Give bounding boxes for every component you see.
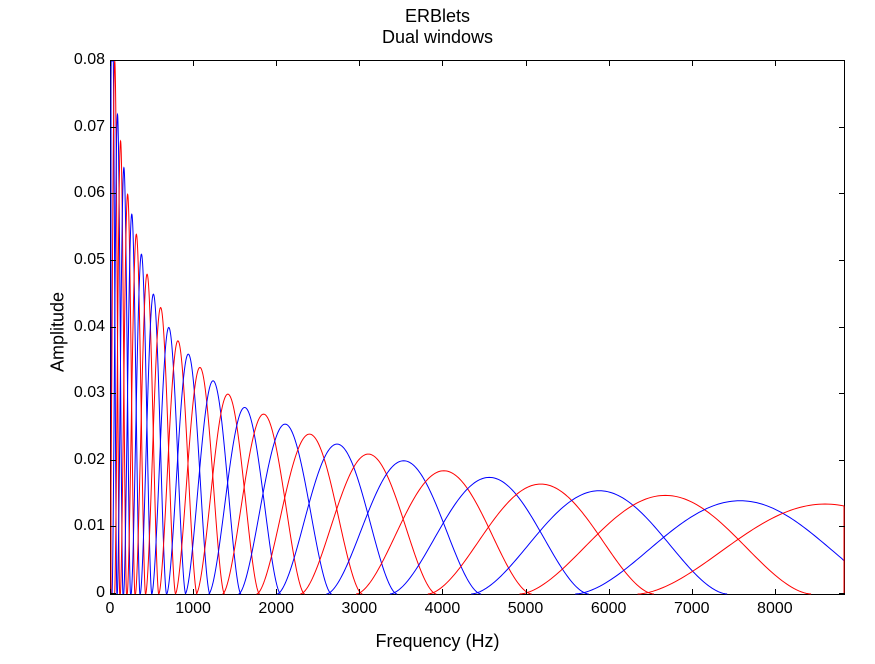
filter-curve (428, 484, 654, 594)
y-tick-label: 0.02 (45, 451, 105, 469)
y-tick-mark (110, 460, 116, 461)
x-tick-mark (609, 589, 610, 595)
y-tick-mark (839, 327, 845, 328)
filter-curve (300, 454, 436, 594)
filter-curve (575, 501, 844, 594)
y-tick-mark (110, 127, 116, 128)
y-tick-mark (839, 393, 845, 394)
x-tick-mark (526, 589, 527, 595)
chart-title-line2: Dual windows (0, 27, 875, 48)
y-tick-mark (839, 526, 845, 527)
filter-curve (326, 461, 481, 594)
x-tick-mark (775, 589, 776, 595)
filter-curve (638, 504, 844, 594)
x-tick-mark (359, 589, 360, 595)
x-tick-mark (526, 60, 527, 66)
x-tick-label: 8000 (757, 600, 793, 618)
x-tick-mark (193, 589, 194, 595)
filter-curve (239, 424, 332, 594)
y-tick-mark (839, 593, 845, 594)
y-tick-mark (839, 260, 845, 261)
y-tick-label: 0.06 (45, 184, 105, 202)
x-tick-mark (276, 589, 277, 595)
y-tick-label: 0 (45, 584, 105, 602)
x-tick-label: 4000 (425, 600, 461, 618)
y-tick-mark (110, 393, 116, 394)
y-tick-mark (110, 260, 116, 261)
plot-area (110, 60, 845, 595)
x-tick-label: 2000 (258, 600, 294, 618)
y-tick-mark (110, 193, 116, 194)
x-tick-mark (692, 60, 693, 66)
x-tick-mark (442, 60, 443, 66)
filter-curve (390, 477, 589, 594)
y-tick-mark (110, 526, 116, 527)
y-tick-label: 0.07 (45, 118, 105, 136)
x-tick-mark (692, 589, 693, 595)
chart-title-line1: ERBlets (0, 6, 875, 27)
x-tick-label: 7000 (674, 600, 710, 618)
x-tick-mark (193, 60, 194, 66)
y-tick-label: 0.05 (45, 251, 105, 269)
filter-curves (111, 61, 844, 594)
x-tick-mark (110, 60, 111, 66)
chart-figure: ERBlets Dual windows Amplitude Frequency… (0, 0, 875, 664)
x-tick-label: 5000 (508, 600, 544, 618)
filter-curve (277, 444, 397, 594)
x-tick-mark (276, 60, 277, 66)
x-axis-label: Frequency (Hz) (0, 631, 875, 652)
x-tick-label: 6000 (591, 600, 627, 618)
filter-curve (356, 471, 532, 594)
x-tick-label: 3000 (342, 600, 378, 618)
filter-curve (471, 491, 727, 594)
x-tick-mark (110, 589, 111, 595)
x-tick-label: 1000 (175, 600, 211, 618)
filter-curve (257, 434, 363, 594)
y-tick-mark (110, 327, 116, 328)
filter-curve (223, 414, 305, 594)
y-tick-mark (839, 193, 845, 194)
y-tick-label: 0.04 (45, 318, 105, 336)
filter-curve (520, 495, 812, 594)
y-tick-mark (839, 60, 845, 61)
x-tick-label: 0 (106, 600, 115, 618)
y-tick-label: 0.03 (45, 384, 105, 402)
y-tick-label: 0.01 (45, 517, 105, 535)
y-tick-mark (839, 127, 845, 128)
x-tick-mark (775, 60, 776, 66)
chart-title: ERBlets Dual windows (0, 6, 875, 47)
x-tick-mark (359, 60, 360, 66)
x-tick-mark (609, 60, 610, 66)
x-tick-mark (442, 589, 443, 595)
y-tick-label: 0.08 (45, 51, 105, 69)
y-tick-mark (839, 460, 845, 461)
